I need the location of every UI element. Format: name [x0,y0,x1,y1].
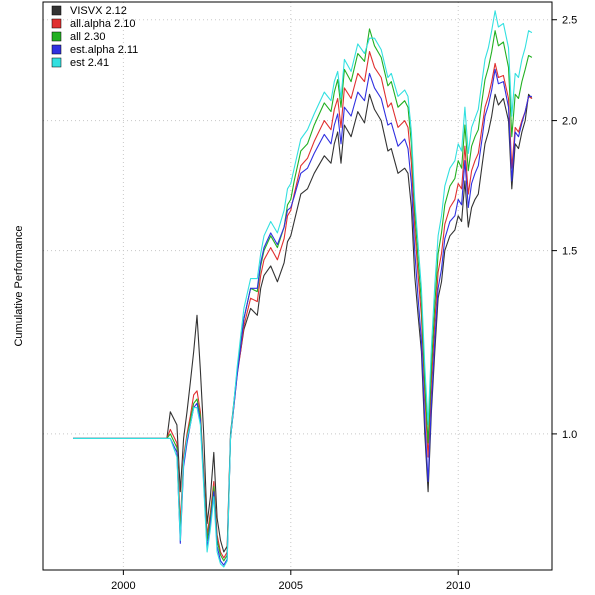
x-tick-label: 2010 [446,580,470,592]
legend-swatch [51,18,62,29]
legend-swatch [51,44,62,55]
series-line-4 [73,10,533,568]
x-tick-label: 2005 [279,580,303,592]
series-lines [73,10,533,568]
y-tick-label: 2.5 [562,15,577,27]
legend-swatch [51,31,62,42]
legend-label: est 2.41 [70,57,109,69]
x-axis: 2000 2005 2010 [111,570,470,592]
plot-frame [42,1,553,571]
legend-label: all 2.30 [70,31,105,43]
legend-label: VISVX 2.12 [70,5,127,17]
y-axis-label: Cumulative Performance [13,225,25,346]
x-tick-label: 2000 [111,580,135,592]
legend-swatch [51,5,62,16]
y-axis: 1.0 1.5 2.0 2.5 [552,15,577,441]
y-tick-label: 1.0 [562,429,577,441]
series-line-0 [73,93,533,553]
y-tick-label: 1.5 [562,246,577,258]
y-tick-label: 2.0 [562,116,577,128]
legend-label: est.alpha 2.11 [70,44,138,56]
grid-lines [43,2,552,570]
legend-swatch [51,57,62,68]
legend-label: all.alpha 2.10 [70,18,135,30]
